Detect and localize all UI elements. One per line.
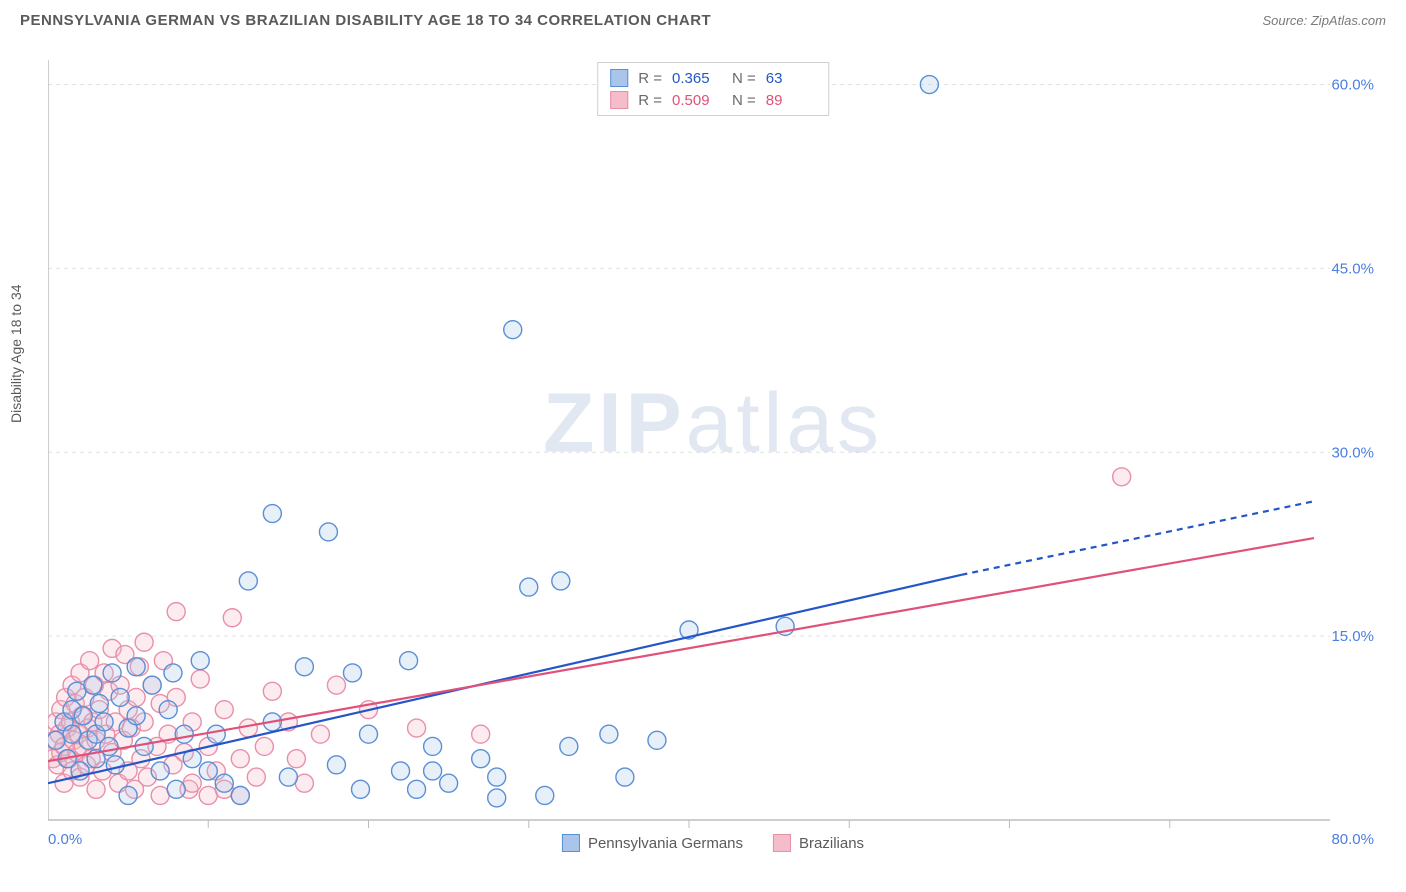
svg-text:30.0%: 30.0% <box>1331 444 1374 461</box>
r-value-pg: 0.365 <box>672 70 722 87</box>
r-value-br: 0.509 <box>672 92 722 109</box>
chart-header: PENNSYLVANIA GERMAN VS BRAZILIAN DISABIL… <box>0 0 1406 37</box>
swatch-pg-icon <box>562 834 580 852</box>
legend-row-br: R = 0.509 N = 89 <box>610 89 816 111</box>
n-value-pg: 63 <box>766 70 816 87</box>
scatter-plot: 15.0% 30.0% 45.0% 60.0% 0.0% 80.0% <box>48 60 1378 850</box>
legend-row-pg: R = 0.365 N = 63 <box>610 67 816 89</box>
y-axis-label: Disability Age 18 to 34 <box>8 284 24 423</box>
svg-text:60.0%: 60.0% <box>1331 77 1374 94</box>
swatch-br <box>610 91 628 109</box>
legend-label-br: Brazilians <box>799 835 864 852</box>
source-credit: Source: ZipAtlas.com <box>1262 13 1386 28</box>
correlation-legend: R = 0.365 N = 63 R = 0.509 N = 89 <box>597 62 829 116</box>
svg-text:45.0%: 45.0% <box>1331 260 1374 277</box>
swatch-br-icon <box>773 834 791 852</box>
swatch-pg <box>610 69 628 87</box>
svg-text:0.0%: 0.0% <box>48 831 82 848</box>
svg-text:80.0%: 80.0% <box>1331 831 1374 848</box>
legend-item-pg: Pennsylvania Germans <box>562 834 743 852</box>
series-legend: Pennsylvania Germans Brazilians <box>562 834 864 852</box>
legend-item-br: Brazilians <box>773 834 864 852</box>
svg-text:15.0%: 15.0% <box>1331 628 1374 645</box>
chart-container: Disability Age 18 to 34 ZIPatlas R = 0.3… <box>48 60 1378 850</box>
chart-title: PENNSYLVANIA GERMAN VS BRAZILIAN DISABIL… <box>20 12 711 29</box>
n-value-br: 89 <box>766 92 816 109</box>
legend-label-pg: Pennsylvania Germans <box>588 835 743 852</box>
